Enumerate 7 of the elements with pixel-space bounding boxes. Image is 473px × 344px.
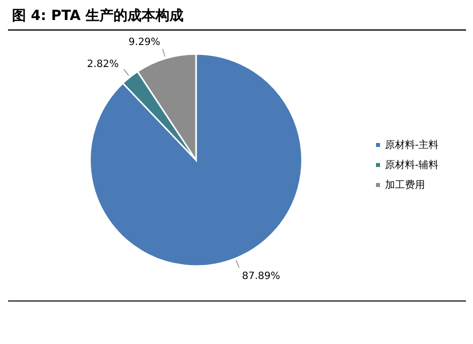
legend-label: 原材料-辅料: [385, 159, 439, 171]
chart-title: 图 4: PTA 生产的成本构成: [12, 7, 184, 24]
data-label: 9.29%: [128, 37, 160, 48]
data-label: 2.82%: [86, 58, 119, 70]
legend-label: 原材料-主料: [385, 139, 439, 151]
legend-label: 加工费用: [385, 179, 425, 191]
data-label: 87.89%: [242, 271, 280, 282]
